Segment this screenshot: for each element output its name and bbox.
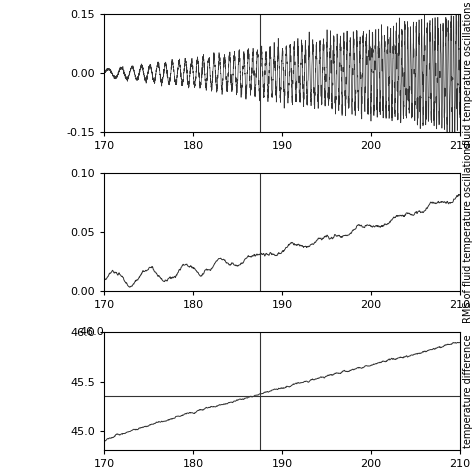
Y-axis label: RMS of fluid temperature oscillations
(°C): RMS of fluid temperature oscillations (°… [463, 142, 474, 322]
Text: 46.0: 46.0 [80, 328, 104, 337]
Y-axis label: fluid temperature oscillations
(°C): fluid temperature oscillations (°C) [463, 1, 474, 145]
Y-axis label: temperature difference
(°C): temperature difference (°C) [463, 335, 474, 448]
